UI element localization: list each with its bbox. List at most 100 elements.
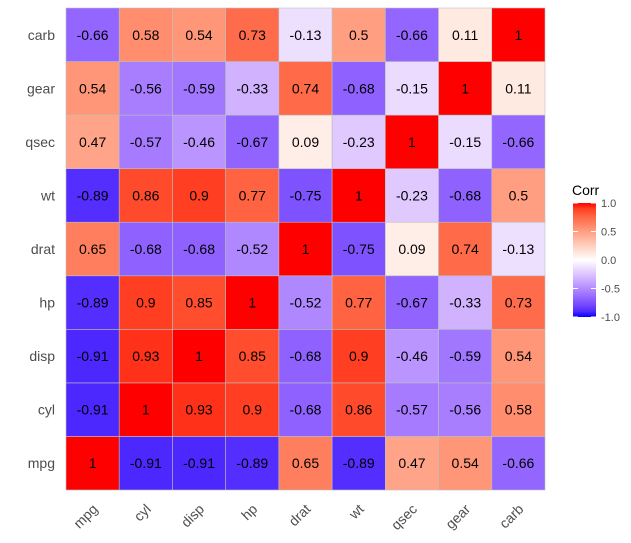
cell-label: -0.46 [183, 134, 215, 150]
cell-label: 0.73 [505, 295, 532, 311]
heatmap-cell [118, 168, 173, 223]
cell-label: -0.33 [449, 295, 481, 311]
cell-label: -0.56 [130, 80, 162, 96]
heatmap-cell [385, 275, 439, 330]
legend-tick-label: -1.0 [601, 312, 620, 324]
cell-label: -0.75 [343, 241, 375, 257]
cell-label: 0.54 [185, 27, 212, 43]
cell-label: 1 [89, 455, 97, 471]
cell-label: 0.5 [349, 27, 369, 43]
heatmap-cell [438, 382, 493, 437]
cell-label: -0.56 [449, 402, 481, 418]
heatmap-cell [118, 7, 173, 62]
heatmap-cell [331, 114, 386, 169]
heatmap-cell [385, 329, 439, 384]
cell-label: 0.77 [345, 295, 372, 311]
cell-label: 0.11 [505, 80, 531, 96]
cell-label: 0.85 [185, 295, 212, 311]
heatmap-cell [65, 436, 120, 491]
heatmap-cell [65, 275, 120, 330]
y-tick-label: drat [31, 241, 55, 257]
heatmap-cell [491, 275, 546, 330]
cell-label: -0.59 [183, 80, 215, 96]
cell-label: -0.59 [449, 348, 481, 364]
cell-label: 0.85 [239, 348, 266, 364]
cell-label: 0.9 [189, 187, 209, 203]
cell-label: -0.57 [130, 134, 162, 150]
heatmap-cell [172, 61, 226, 116]
heatmap-cell [438, 275, 493, 330]
cell-label: -0.91 [77, 402, 109, 418]
x-tick-label: gear [442, 501, 473, 532]
heatmap-cell [65, 114, 120, 169]
cell-label: -0.23 [343, 134, 375, 150]
heatmap-cell [118, 436, 173, 491]
heatmap-cell [278, 329, 333, 384]
heatmap-cell [278, 168, 333, 223]
cell-label: -0.46 [396, 348, 428, 364]
cell-label: -0.67 [236, 134, 268, 150]
heatmap-cell [438, 168, 493, 223]
cell-label: 1 [408, 134, 416, 150]
cell-label: -0.23 [396, 187, 428, 203]
cell-label: -0.91 [130, 455, 162, 471]
cell-label: -0.68 [183, 241, 215, 257]
heatmap-cell [385, 7, 439, 62]
cell-label: 0.54 [79, 80, 106, 96]
x-tick-label: cyl [131, 501, 154, 524]
x-tick-label: hp [238, 501, 260, 523]
cell-label: -0.57 [396, 402, 428, 418]
cell-label: 0.54 [505, 348, 532, 364]
cell-label: 1 [514, 27, 522, 43]
heatmap-cell [225, 114, 280, 169]
cell-label: 0.86 [132, 187, 159, 203]
cell-label: 1 [461, 80, 469, 96]
cell-label: 0.9 [349, 348, 369, 364]
heatmap-cell [385, 114, 439, 169]
heatmap-cell [385, 382, 439, 437]
cell-label: -0.91 [77, 348, 109, 364]
heatmap-cell [65, 221, 120, 277]
heatmap-cell [491, 61, 546, 116]
legend-colorbar [573, 203, 596, 317]
y-tick-label: disp [29, 348, 55, 364]
heatmap-cell [225, 436, 280, 491]
heatmap-cell [331, 436, 386, 491]
cell-label: 0.65 [79, 241, 106, 257]
y-tick-label: hp [39, 295, 55, 311]
x-tick-label: wt [345, 501, 367, 523]
heatmap-cell [438, 436, 493, 491]
heatmap-cell [278, 114, 333, 169]
heatmap-cell [278, 7, 333, 62]
heatmap-cell [65, 61, 120, 116]
legend-title: Corr [572, 182, 600, 198]
heatmap-cell [331, 7, 386, 62]
cell-label: 0.58 [132, 27, 159, 43]
cell-label: 0.54 [452, 455, 479, 471]
heatmap-cell [491, 436, 546, 491]
cell-label: 0.11 [452, 27, 478, 43]
cell-label: -0.89 [77, 295, 109, 311]
y-tick-label: gear [27, 80, 55, 96]
y-tick-label: mpg [28, 455, 55, 471]
cell-label: 0.86 [345, 402, 372, 418]
heatmap-cell [225, 382, 280, 437]
heatmap-cell [65, 7, 120, 62]
cell-label: -0.52 [290, 295, 322, 311]
cell-label: -0.15 [449, 134, 481, 150]
cell-label: 0.93 [185, 402, 212, 418]
y-tick-label: qsec [25, 134, 55, 150]
heatmap-cell [491, 7, 546, 62]
heatmap-cell [438, 114, 493, 169]
heatmap-cell [491, 221, 546, 277]
cell-label: -0.13 [502, 241, 534, 257]
y-tick-label: wt [40, 187, 55, 203]
legend-tick-label: -0.5 [601, 284, 620, 296]
cell-label: 0.77 [239, 187, 266, 203]
heatmap-cell [172, 7, 226, 62]
cell-label: -0.68 [290, 402, 322, 418]
cell-label: -0.66 [502, 134, 534, 150]
heatmap-cell [118, 275, 173, 330]
cell-label: -0.68 [130, 241, 162, 257]
